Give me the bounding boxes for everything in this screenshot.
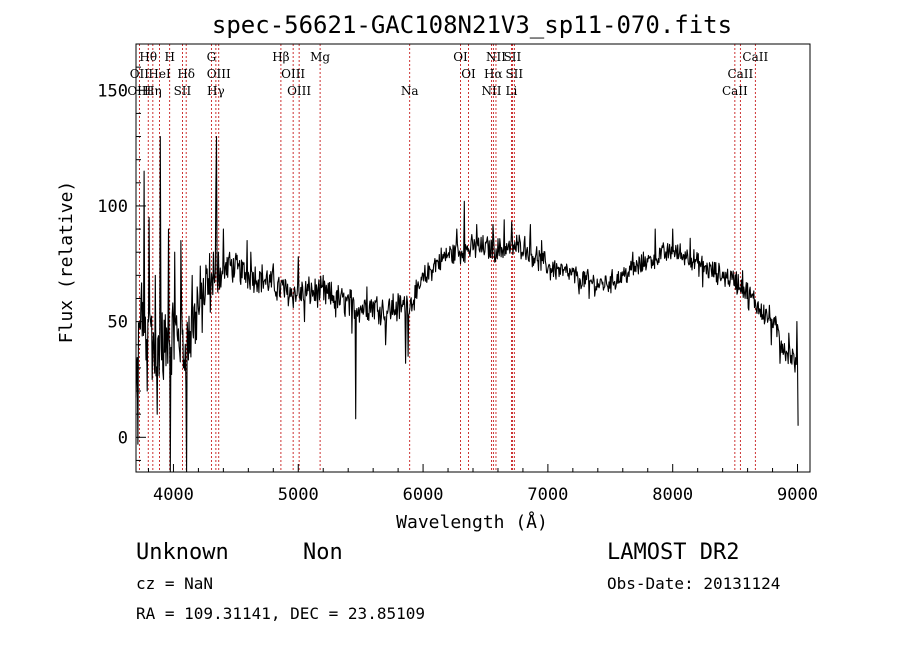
line-label-11: Hδ xyxy=(177,67,195,81)
line-label-12: OIII xyxy=(207,67,231,81)
line-label-13: OIII xyxy=(281,67,305,81)
line-label-5: OI xyxy=(453,50,468,64)
line-label-2: G xyxy=(207,50,217,64)
y-tick-label-1: 50 xyxy=(108,313,128,333)
line-markers xyxy=(138,44,756,472)
line-label-8: CaII xyxy=(742,50,768,64)
line-label-22: OIII xyxy=(287,84,311,98)
line-label-19: Hη xyxy=(144,84,162,98)
line-label-6: NII xyxy=(486,50,506,64)
x-tick-label-4: 8000 xyxy=(652,485,693,505)
line-label-26: CaII xyxy=(722,84,748,98)
line-label-17: CaII xyxy=(727,67,753,81)
x-tick-label-3: 7000 xyxy=(527,485,568,505)
line-label-15: Hα xyxy=(484,67,503,81)
chart-title: spec-56621-GAC108N21V3_sp11-070.fits xyxy=(212,11,732,39)
object-subclass: Non xyxy=(303,540,343,565)
line-label-10: HeI xyxy=(148,67,171,81)
line-label-24: NII xyxy=(481,84,501,98)
line-label-20: SII xyxy=(174,84,192,98)
x-tick-label-0: 4000 xyxy=(153,485,194,505)
x-tick-label-5: 9000 xyxy=(777,485,818,505)
line-label-9: OII xyxy=(130,67,150,81)
y-tick-label-0: 0 xyxy=(118,428,128,448)
coordinates: RA = 109.31141, DEC = 23.85109 xyxy=(136,604,425,623)
line-label-0: Hθ xyxy=(139,50,157,64)
line-label-16: SII xyxy=(505,67,523,81)
x-axis: 4000 5000 6000 7000 8000 9000 xyxy=(147,464,818,505)
line-label-14: OI xyxy=(461,67,476,81)
y-tick-label-3: 150 xyxy=(97,81,128,101)
y-axis-label: Flux (relative) xyxy=(56,181,77,344)
survey-name: LAMOST DR2 xyxy=(607,540,739,565)
line-label-3: Hβ xyxy=(272,50,289,64)
line-label-1: H xyxy=(164,50,174,64)
obs-date: Obs-Date: 20131124 xyxy=(607,574,780,593)
line-label-18: OIII xyxy=(127,84,151,98)
x-tick-label-2: 6000 xyxy=(403,485,444,505)
line-label-21: Hγ xyxy=(207,84,225,98)
x-axis-label: Wavelength (Å) xyxy=(396,511,548,533)
line-label-4: Mg xyxy=(310,50,330,64)
line-label-23: Na xyxy=(401,84,419,98)
x-tick-label-1: 5000 xyxy=(278,485,319,505)
spectrum-line xyxy=(135,135,799,473)
redshift-cz: cz = NaN xyxy=(136,574,213,593)
line-label-7: SII xyxy=(504,50,522,64)
line-label-25: Li xyxy=(506,84,518,98)
y-tick-label-2: 100 xyxy=(97,197,128,217)
object-class: Unknown xyxy=(136,540,229,565)
y-axis: 0 50 100 150 xyxy=(97,66,146,461)
